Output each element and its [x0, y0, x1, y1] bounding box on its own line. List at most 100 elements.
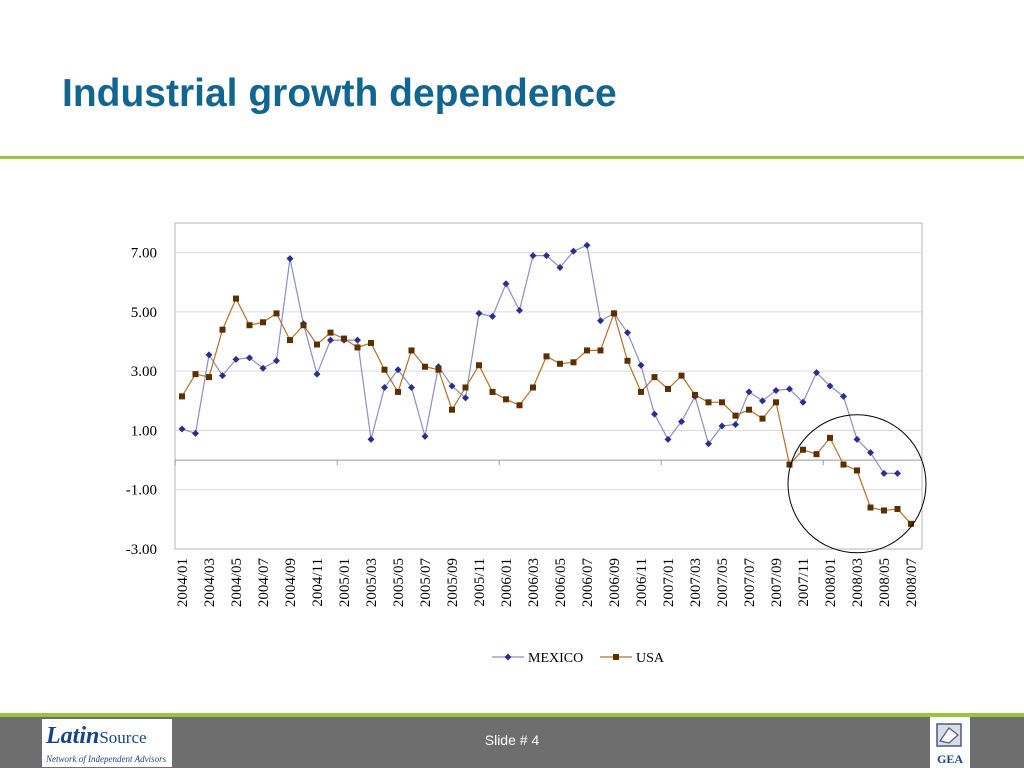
usa-data-point	[260, 319, 266, 326]
mexico-data-point	[192, 429, 199, 437]
mexico-data-point	[394, 366, 402, 374]
logo-tagline: Network of Independent Advisors	[46, 754, 167, 764]
logo-brand-main: Latin	[46, 723, 100, 749]
usa-data-point	[435, 366, 442, 373]
x-tick-label: 2008/03	[850, 558, 866, 607]
usa-data-point	[476, 362, 482, 369]
mexico-data-point	[178, 425, 186, 433]
latinsource-logo: LatinSource Network of Independent Advis…	[42, 719, 172, 767]
mexico-data-point	[637, 361, 645, 369]
x-tick-label: 2005/11	[472, 558, 488, 607]
mexico-data-point	[786, 385, 793, 393]
x-tick-label: 2008/07	[904, 558, 920, 608]
x-tick-label: 2007/07	[742, 558, 758, 608]
mexico-data-point	[678, 418, 685, 426]
mexico-data-point	[826, 382, 834, 390]
slide-number: Slide # 4	[484, 732, 540, 748]
x-tick-label: 2004/07	[256, 558, 272, 608]
usa-data-point	[543, 353, 550, 360]
mexico-data-point	[664, 435, 672, 443]
mexico-data-point	[556, 263, 564, 271]
mexico-data-point	[759, 397, 766, 405]
usa-data-point	[246, 322, 253, 329]
usa-data-point	[611, 310, 617, 317]
usa-data-point	[732, 412, 739, 419]
legend-label-mexico: MEXICO	[528, 651, 583, 666]
line-chart: 7.00 5.00 3.00 1.00 -1.00 -3.00 2004/01 2004/03…	[126, 222, 927, 666]
x-tick-label: 2006/05	[553, 558, 569, 607]
x-tick-label: 2005/09	[445, 558, 461, 607]
usa-data-point	[503, 396, 509, 403]
usa-data-point	[867, 504, 874, 511]
mexico-data-point	[489, 312, 496, 320]
mexico-data-point	[597, 317, 604, 325]
usa-data-point	[746, 406, 752, 413]
x-tick-label: 2007/03	[688, 558, 704, 607]
mexico-data-point	[246, 354, 253, 362]
mexico-data-point	[732, 421, 739, 429]
mexico-data-point	[475, 309, 483, 317]
x-tick-label: 2008/05	[877, 558, 893, 607]
mexico-data-point	[381, 383, 388, 391]
usa-data-point	[530, 384, 536, 391]
usa-data-point	[395, 388, 401, 395]
y-tick-label: -1.00	[126, 483, 157, 499]
usa-data-point	[719, 399, 725, 406]
usa-data-point	[557, 360, 563, 367]
x-tick-label: 2005/01	[337, 558, 353, 607]
x-tick-label: 2007/05	[715, 558, 731, 607]
mexico-data-point	[408, 383, 415, 391]
y-tick-label: 1.00	[131, 423, 157, 439]
usa-data-point	[300, 322, 307, 329]
x-tick-label: 2006/09	[607, 558, 623, 607]
x-tick-label: 2004/09	[283, 558, 299, 607]
usa-data-point	[489, 388, 496, 395]
usa-data-point	[638, 388, 644, 395]
usa-data-point	[678, 372, 685, 379]
usa-data-point	[327, 329, 334, 336]
usa-data-point	[408, 347, 415, 354]
slide-title: Industrial growth dependence	[62, 72, 617, 115]
mexico-data-point	[259, 364, 267, 372]
mexico-data-point	[705, 440, 712, 448]
usa-data-point	[894, 505, 901, 512]
plot-area	[174, 222, 923, 550]
x-tick-label: 2005/03	[364, 558, 380, 607]
usa-data-point	[597, 347, 604, 354]
mexico-data-point	[232, 355, 240, 363]
usa-data-point	[813, 451, 820, 458]
usa-data-point	[462, 384, 469, 391]
mexico-data-point	[799, 398, 807, 406]
usa-data-point	[773, 399, 779, 406]
mexico-data-point	[205, 351, 213, 359]
x-tick-label: 2006/03	[526, 558, 542, 607]
mexico-data-point	[583, 241, 591, 249]
x-tick-label: 2007/11	[796, 558, 812, 607]
usa-data-point	[233, 295, 239, 302]
usa-data-point	[354, 344, 361, 351]
mexico-data-point	[651, 410, 658, 418]
mexico-data-point	[543, 252, 550, 260]
x-tick-label: 2006/07	[580, 558, 596, 608]
usa-data-point	[908, 520, 914, 527]
logo-brand-caps: Source	[99, 728, 147, 747]
x-tick-label: 2005/07	[418, 558, 434, 608]
mexico-data-point	[745, 388, 753, 396]
mexico-data-point	[840, 392, 847, 400]
usa-data-point	[624, 357, 631, 364]
y-tick-label: 5.00	[131, 305, 157, 321]
usa-data-point	[449, 406, 455, 413]
mexico-data-point	[880, 469, 888, 477]
mexico-data-point	[273, 357, 280, 365]
usa-data-point	[786, 461, 793, 468]
usa-data-point	[219, 326, 226, 333]
usa-data-point	[840, 461, 847, 468]
legend-marker-mexico	[504, 653, 512, 661]
x-tick-label: 2007/01	[661, 558, 677, 607]
x-tick-label: 2004/01	[175, 558, 191, 607]
mexico-data-point	[570, 247, 577, 255]
usa-data-point	[192, 371, 199, 378]
usa-data-point	[800, 446, 806, 453]
x-tick-label: 2006/11	[634, 558, 650, 607]
usa-data-point	[206, 374, 212, 381]
